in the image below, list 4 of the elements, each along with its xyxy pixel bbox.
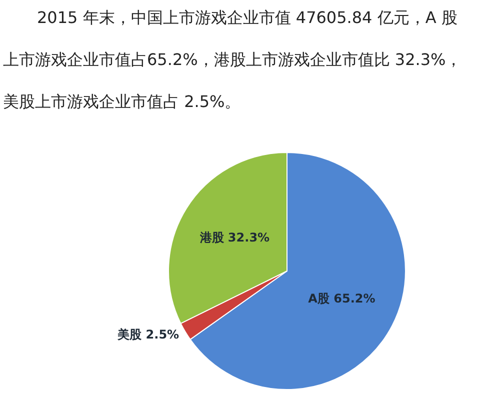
slice-label: 美股 2.5% [116,327,180,342]
slice-label: 港股 32.3% [198,230,270,245]
chart-title: 2015 年末，中国上市游戏企业市值 47605.84 亿元，A 股上市游戏企业市值占65.2%，港股上市游戏企业市值比 32.3%，美股上市游戏企业市值占 2.5%。 [3,8,462,111]
slice-label: A股 65.2% [308,291,376,306]
